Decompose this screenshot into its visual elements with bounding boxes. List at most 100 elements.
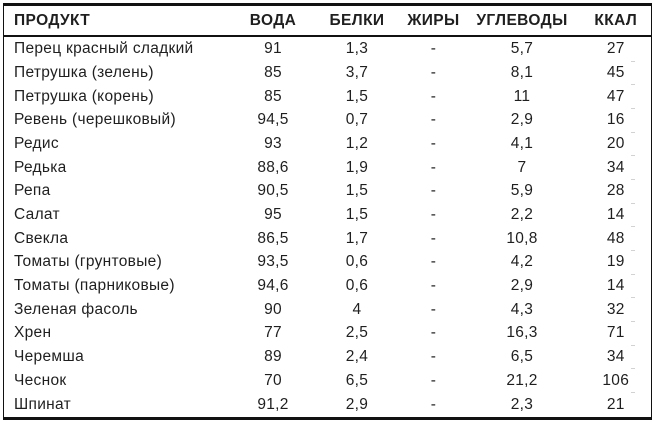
table-row: Томаты (грунтовые) 93,5 0,6 - 4,2 19 bbox=[4, 250, 652, 275]
carbs-value-cell: 7 bbox=[517, 158, 527, 176]
product-name-cell: Перец красный сладкий bbox=[14, 40, 194, 57]
fats-value-cell: - bbox=[430, 158, 437, 176]
kcal-value-cell: 14 bbox=[581, 202, 652, 227]
carbs-value-cell: 21,2 bbox=[506, 371, 538, 389]
carbs-value-cell: 11 bbox=[513, 87, 531, 105]
water-value-cell: 94,6 bbox=[257, 277, 289, 295]
carbs-value-cell: 4,2 bbox=[510, 253, 534, 271]
nutrition-table-container: ПРОДУКТ ВОДА БЕЛКИ ЖИРЫ УГЛЕВОДЫ ККАЛ Перец к… bbox=[3, 3, 652, 420]
fats-value-cell: - bbox=[430, 348, 437, 366]
product-name-cell: Петрушка (зелень) bbox=[4, 61, 236, 85]
column-header-product: ПРОДУКТ bbox=[3, 4, 236, 37]
table-row: Петрушка (корень) 85 1,5 - 11 47 bbox=[4, 84, 652, 109]
fats-value-cell: - bbox=[430, 205, 437, 223]
proteins-value-cell: 2,4 bbox=[345, 348, 369, 366]
kcal-value-cell: 48 bbox=[581, 226, 652, 251]
table-row: Чеснок 70 6,5 - 21,2 106 bbox=[4, 368, 652, 393]
proteins-value-cell: 1,2 bbox=[345, 134, 369, 152]
kcal-value-cell: 19 bbox=[581, 250, 652, 275]
kcal-value-cell: 28 bbox=[581, 178, 652, 203]
water-value-cell: 86,5 bbox=[257, 229, 289, 247]
table-row: Хрен 77 2,5 - 16,3 71 bbox=[4, 321, 652, 346]
carbs-value-cell: 2,9 bbox=[510, 277, 534, 295]
kcal-value-cell: 14 bbox=[581, 273, 652, 298]
fats-value-cell: - bbox=[430, 300, 437, 318]
proteins-value-cell: 1,5 bbox=[345, 182, 369, 200]
carbs-value-cell: 2,9 bbox=[510, 111, 534, 129]
water-value-cell: 85 bbox=[264, 63, 282, 81]
proteins-value-cell: 1,3 bbox=[345, 40, 369, 57]
product-name-cell: Редька bbox=[4, 156, 236, 180]
water-value-cell: 93,5 bbox=[257, 253, 289, 271]
water-value-cell: 85 bbox=[264, 87, 282, 105]
table-row: Редис 93 1,2 - 4,1 20 bbox=[4, 131, 652, 156]
proteins-value-cell: 0,7 bbox=[345, 111, 369, 129]
table-row: Шпинат 91,2 2,9 - 2,3 21 bbox=[4, 392, 652, 419]
fats-value-cell: - bbox=[430, 134, 437, 152]
proteins-value-cell: 2,9 bbox=[345, 395, 369, 413]
column-header-fats: ЖИРЫ bbox=[403, 4, 464, 37]
water-value-cell: 88,6 bbox=[257, 158, 289, 176]
kcal-value-cell: 34 bbox=[581, 344, 652, 369]
water-value-cell: 89 bbox=[264, 348, 282, 366]
fats-value-cell: - bbox=[430, 182, 437, 200]
table-row: Томаты (парниковые) 94,6 0,6 - 2,9 14 bbox=[4, 273, 652, 298]
product-name-cell: Томаты (парниковые) bbox=[4, 274, 236, 298]
fats-value-cell: - bbox=[430, 371, 437, 389]
kcal-value-cell: 27 bbox=[606, 40, 625, 57]
table-row: Репа 90,5 1,5 - 5,9 28 bbox=[4, 178, 652, 203]
carbs-value-cell: 4,1 bbox=[510, 134, 534, 152]
carbs-value-cell: 10,8 bbox=[506, 229, 538, 247]
product-name-cell: Салат bbox=[4, 203, 236, 227]
kcal-value-cell: 34 bbox=[581, 155, 652, 180]
proteins-value-cell: 0,6 bbox=[345, 277, 369, 295]
fats-value-cell: - bbox=[430, 277, 437, 295]
column-header-kcal: ККАЛ bbox=[580, 4, 652, 37]
product-name-cell: Чеснок bbox=[4, 369, 236, 393]
kcal-value-cell: 20 bbox=[581, 131, 652, 156]
kcal-value-cell: 45 bbox=[581, 60, 652, 85]
proteins-value-cell: 1,5 bbox=[345, 87, 369, 105]
table-row: Салат 95 1,5 - 2,2 14 bbox=[4, 202, 652, 227]
product-name-cell: Ревень (черешковый) bbox=[4, 108, 236, 132]
water-value-cell: 94,5 bbox=[257, 111, 289, 129]
carbs-value-cell: 5,9 bbox=[510, 182, 534, 200]
fats-value-cell: - bbox=[430, 63, 437, 81]
fats-value-cell: - bbox=[430, 324, 437, 342]
product-name-cell: Петрушка (корень) bbox=[4, 85, 236, 109]
proteins-value-cell: 6,5 bbox=[345, 371, 369, 389]
product-name-cell: Шпинат bbox=[4, 393, 236, 419]
product-name-cell: Хрен bbox=[4, 322, 236, 346]
nutrition-table: ПРОДУКТ ВОДА БЕЛКИ ЖИРЫ УГЛЕВОДЫ ККАЛ Перец к… bbox=[3, 3, 652, 420]
kcal-value-cell: 32 bbox=[581, 297, 652, 322]
water-value-cell: 90 bbox=[264, 300, 282, 318]
proteins-value-cell: 2,5 bbox=[345, 324, 369, 342]
product-name-cell: Редис bbox=[4, 132, 236, 156]
kcal-value-cell: 21 bbox=[581, 392, 652, 419]
fats-value-cell: - bbox=[430, 395, 437, 413]
proteins-value-cell: 1,9 bbox=[345, 158, 369, 176]
carbs-value-cell: 2,2 bbox=[510, 205, 534, 223]
water-value-cell: 91,2 bbox=[257, 395, 289, 413]
column-header-carbs: УГЛЕВОДЫ bbox=[463, 4, 581, 37]
proteins-value-cell: 4 bbox=[352, 300, 362, 318]
header-row: ПРОДУКТ ВОДА БЕЛКИ ЖИРЫ УГЛЕВОДЫ ККАЛ bbox=[3, 4, 652, 37]
fats-value-cell: - bbox=[430, 253, 437, 271]
table-row: Ревень (черешковый) 94,5 0,7 - 2,9 16 bbox=[4, 107, 652, 132]
kcal-value-cell: 71 bbox=[581, 321, 652, 346]
proteins-value-cell: 0,6 bbox=[345, 253, 369, 271]
water-value-cell: 90,5 bbox=[257, 182, 289, 200]
water-value-cell: 95 bbox=[264, 205, 282, 223]
product-name-cell: Зеленая фасоль bbox=[4, 298, 236, 322]
proteins-value-cell: 3,7 bbox=[345, 63, 369, 81]
proteins-value-cell: 1,5 bbox=[345, 205, 369, 223]
product-name-cell: Черемша bbox=[4, 345, 236, 369]
fats-value-cell: - bbox=[430, 111, 437, 129]
kcal-value-cell: 16 bbox=[581, 107, 652, 132]
column-header-water: ВОДА bbox=[235, 4, 311, 37]
table-row: Редька 88,6 1,9 - 7 34 bbox=[4, 155, 652, 180]
table-row: Перец красный сладкий 91 1,3 - 5,7 27 bbox=[4, 36, 652, 61]
water-value-cell: 91 bbox=[264, 40, 282, 57]
table-row: Черемша 89 2,4 - 6,5 34 bbox=[4, 344, 652, 369]
column-header-proteins: БЕЛКИ bbox=[310, 4, 404, 37]
